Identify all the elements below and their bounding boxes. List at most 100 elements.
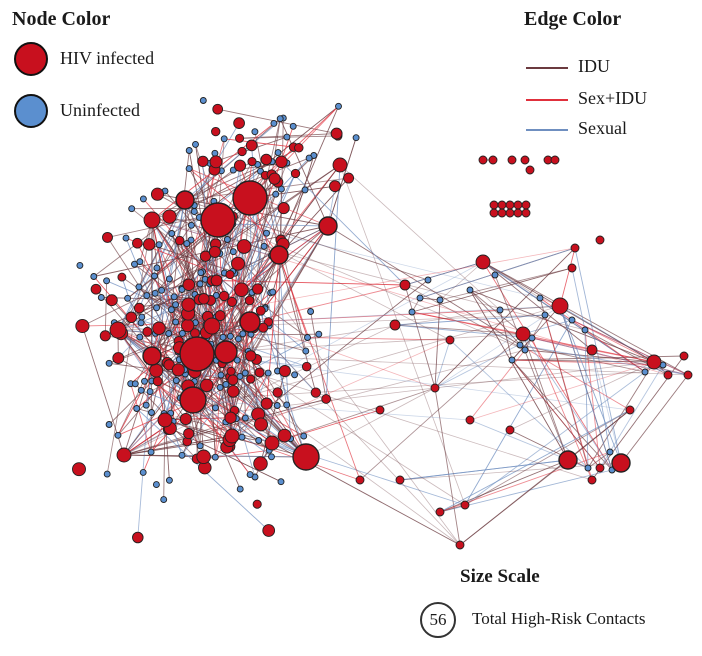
infected-node	[551, 297, 569, 315]
infected-node	[586, 344, 598, 356]
uninfected-node	[436, 296, 444, 304]
network-edge	[524, 314, 546, 351]
infected-node	[231, 256, 245, 271]
uninfected-node	[131, 380, 139, 388]
network-edge	[196, 353, 689, 376]
uninfected-node	[508, 356, 516, 364]
infected-node	[75, 318, 90, 334]
uninfected-node	[289, 122, 297, 130]
network-edge	[232, 224, 307, 458]
network-edge	[469, 361, 655, 421]
uninfected-node	[276, 115, 284, 123]
edge-layer	[81, 105, 689, 546]
network-edge	[531, 337, 593, 351]
network-edge	[482, 261, 541, 299]
infected-node	[224, 411, 237, 424]
uninfected-node	[273, 402, 281, 409]
uninfected-node	[226, 332, 234, 340]
uninfected-node	[307, 308, 315, 315]
infected-node	[460, 500, 470, 510]
infected-node	[507, 155, 517, 165]
infected-node	[225, 269, 235, 280]
infected-node	[277, 202, 290, 215]
uninfected-node	[170, 293, 178, 301]
infected-node	[329, 180, 341, 193]
uninfected-swatch-icon	[14, 94, 48, 128]
uninfected-node	[268, 453, 275, 461]
uninfected-node	[196, 280, 204, 288]
network-edge	[217, 219, 451, 341]
network-edge	[307, 337, 451, 341]
network-edge	[404, 284, 526, 351]
uninfected-node	[196, 442, 204, 450]
network-edge	[231, 126, 294, 303]
infected-node	[301, 361, 312, 372]
network-edge	[439, 261, 484, 301]
uninfected-node	[172, 377, 180, 384]
infected-node	[475, 254, 491, 270]
uninfected-node	[516, 341, 524, 349]
network-edge	[310, 311, 327, 400]
network-edge	[280, 106, 339, 241]
network-edge	[217, 108, 337, 135]
infected-node	[105, 294, 118, 307]
network-edge	[591, 349, 611, 453]
uninfected-node	[124, 294, 132, 302]
uninfected-node	[229, 248, 237, 256]
network-edge	[464, 409, 631, 506]
network-edge	[93, 169, 234, 277]
node-color-legend-title: Node Color	[12, 8, 111, 30]
network-edge	[123, 436, 243, 456]
network-edge	[499, 309, 513, 361]
uninfected-node	[606, 448, 614, 456]
infected-node	[497, 200, 507, 210]
network-edge	[591, 349, 622, 464]
uninfected-node	[137, 319, 145, 327]
infected-node	[355, 475, 365, 485]
network-edge	[511, 359, 613, 471]
uninfected-node	[541, 311, 549, 319]
network-edge	[277, 189, 282, 372]
sexidu-edge-label: Sex+IDU	[578, 88, 648, 108]
edge-color-legend-title: Edge Color	[524, 8, 622, 30]
network-edge	[149, 243, 233, 272]
hiv-infected-label: HIV infected	[60, 48, 155, 68]
infected-node	[489, 200, 499, 210]
infected-node	[232, 180, 268, 216]
uninfected-node	[238, 433, 246, 441]
infected-node	[117, 272, 127, 282]
network-edge	[459, 409, 631, 546]
infected-node	[679, 351, 689, 361]
uninfected-node	[103, 277, 111, 285]
infected-node	[505, 425, 515, 435]
network-edge	[216, 280, 406, 286]
uninfected-node	[222, 380, 230, 388]
infected-node	[595, 235, 605, 245]
node-layer	[72, 97, 693, 550]
infected-node	[264, 435, 280, 451]
uninfected-node	[301, 186, 309, 194]
uninfected-node	[584, 464, 592, 472]
uninfected-node	[172, 318, 180, 326]
network-edge	[123, 372, 269, 456]
network-edge	[494, 274, 569, 461]
uninfected-node	[335, 102, 342, 110]
network-edge	[217, 219, 541, 299]
infected-node	[150, 187, 165, 201]
infected-node	[90, 283, 102, 295]
infected-node	[521, 200, 531, 210]
network-edge	[241, 372, 269, 438]
infected-node	[143, 211, 161, 229]
infected-node	[513, 208, 523, 218]
network-edge	[482, 261, 655, 363]
uninfected-node	[155, 241, 163, 249]
sexual-edge-label: Sexual	[578, 118, 627, 138]
uninfected-node	[137, 386, 145, 394]
uninfected-node	[211, 453, 219, 461]
infected-node	[252, 499, 262, 509]
uninfected-node	[76, 261, 84, 269]
uninfected-node	[168, 230, 176, 237]
infected-node	[211, 126, 221, 137]
uninfected-node	[283, 401, 291, 409]
